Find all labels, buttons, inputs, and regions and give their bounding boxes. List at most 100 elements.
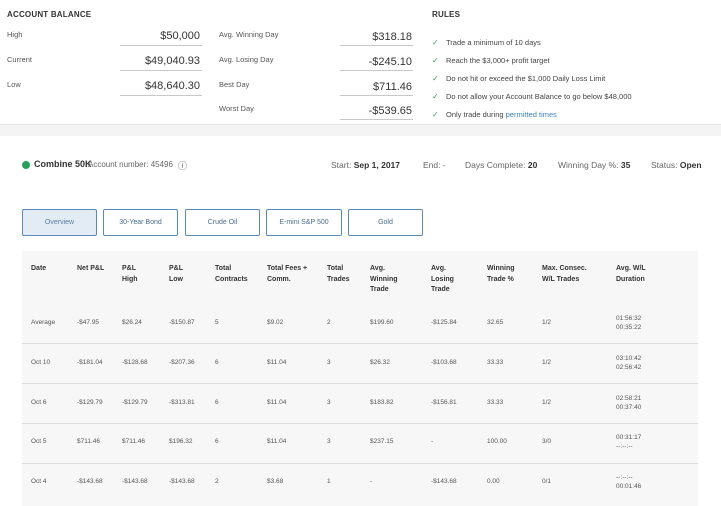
table-cell: -$143.68 [431,478,457,486]
table-cell: Oct 10 [31,359,51,367]
status-label: Status: [651,160,678,170]
tab-gold[interactable]: Gold [348,209,423,236]
table-cell: --:--:-- 00:01:46 [616,473,642,491]
table-cell: -$181.04 [77,359,103,367]
rule-text: Only trade during [446,110,504,119]
tab-crude-oil[interactable]: Crude Oil [185,209,260,236]
divider [120,45,202,46]
table-cell: -$103.68 [431,359,457,367]
account-name: Combine 50K [34,159,92,169]
worst-day-label: Worst Day [219,104,254,113]
rule-item: ✓ Reach the $3,000+ profit target [432,56,550,65]
column-header: Avg. W/L Duration [616,265,646,283]
check-icon: ✓ [432,38,439,47]
table-cell: Oct 6 [31,399,47,407]
table-cell: -$143.68 [169,478,195,486]
account-balance-title: ACCOUNT BALANCE [7,10,92,19]
table-cell: -$150.87 [169,319,195,327]
divider [120,70,202,71]
table-cell: $9.02 [267,319,284,327]
account-number: Account number: 45496 [88,160,173,169]
check-icon: ✓ [432,92,439,101]
table-cell: 3 [327,438,331,446]
tab-30-year-bond[interactable]: 30-Year Bond [103,209,178,236]
tab-overview[interactable]: Overview [22,209,97,236]
table-cell: 6 [215,438,219,446]
table-cell: -$129.79 [122,399,148,407]
high-label: High [7,30,23,39]
divider [340,70,413,71]
column-header: P&L Low [169,265,183,283]
table-cell: $711.46 [122,438,146,446]
table-cell: $237.15 [370,438,394,446]
table-cell: Oct 4 [31,478,47,486]
days-label: Days Complete: [465,160,526,170]
divider [120,95,202,96]
table-cell: 3 [327,359,331,367]
table-cell: 1/2 [542,399,552,407]
table-cell: - [370,478,373,486]
check-icon: ✓ [432,74,439,83]
table-cell: $196.32 [169,438,193,446]
check-icon: ✓ [432,56,439,65]
divider [340,119,413,120]
table-cell: 00:31:17 --:--:-- [616,433,642,451]
section-divider [0,124,721,136]
winning-label: Winning Day %: [558,160,619,170]
start-date: Start: Sep 1, 2017 [331,160,400,170]
start-label: Start: [331,160,352,170]
divider [340,45,413,46]
status-value: Open [679,160,702,170]
rule-item: ✓ Do not hit or exceed the $1,000 Daily L… [432,74,605,83]
table-cell: 0.00 [487,478,500,486]
column-header: Avg. Losing Trade [431,265,454,293]
column-header: Total Trades [327,265,350,283]
table-cell: 100.00 [487,438,507,446]
table-cell: 2 [215,478,219,486]
rule-item: ✓ Do not allow your Account Balance to go… [432,92,632,101]
table-cell: $183.82 [370,399,394,407]
table-cell: 6 [215,399,219,407]
avg-losing-day-value: -$245.10 [368,56,412,68]
worst-day-value: -$539.65 [368,105,412,117]
avg-winning-day-label: Avg. Winning Day [219,30,279,39]
permitted-times-link[interactable]: permitted times [505,110,557,119]
table-cell: 01:56:32 00:35:22 [616,314,642,332]
table-cell: 1/2 [542,319,552,327]
table-cell: 5 [215,319,219,327]
table-cell: 1/2 [542,359,552,367]
table-cell: -$143.68 [77,478,103,486]
daily-stats-table [22,251,698,506]
divider [340,95,413,96]
row-divider [22,383,698,384]
rule-text: Reach the $3,000+ profit target [446,56,550,65]
table-cell: $3.68 [267,478,284,486]
table-cell: $26.24 [122,319,142,327]
table-cell: 6 [215,359,219,367]
tab-emini-sp500[interactable]: E-mini S&P 500 [266,209,342,236]
row-divider [22,343,698,344]
check-icon: ✓ [432,110,439,119]
start-value: Sep 1, 2017 [353,160,400,170]
column-header: Avg. Winning Trade [370,265,398,293]
column-header: Date [31,265,47,272]
table-cell: 2 [327,319,331,327]
avg-losing-day-label: Avg. Losing Day [219,55,274,64]
column-header: Max. Consec. W/L Trades [542,265,587,283]
table-cell: -$129.79 [77,399,103,407]
end-date: End: - [423,160,446,170]
days-value: 20 [527,160,538,170]
table-cell: Oct 5 [31,438,47,446]
column-header: Winning Trade % [487,265,515,283]
table-cell: 33.33 [487,359,504,367]
current-value: $49,040.93 [144,55,200,67]
row-divider [22,463,698,464]
info-icon[interactable]: ⓘ [178,161,188,171]
avg-winning-day-value: $318.18 [372,31,412,43]
low-label: Low [7,80,21,89]
high-value: $50,000 [160,30,200,42]
table-cell: -$47.95 [77,319,100,327]
status-dot-icon [22,161,30,169]
column-header: Net P&L [77,265,105,272]
table-cell: $711.46 [77,438,101,446]
